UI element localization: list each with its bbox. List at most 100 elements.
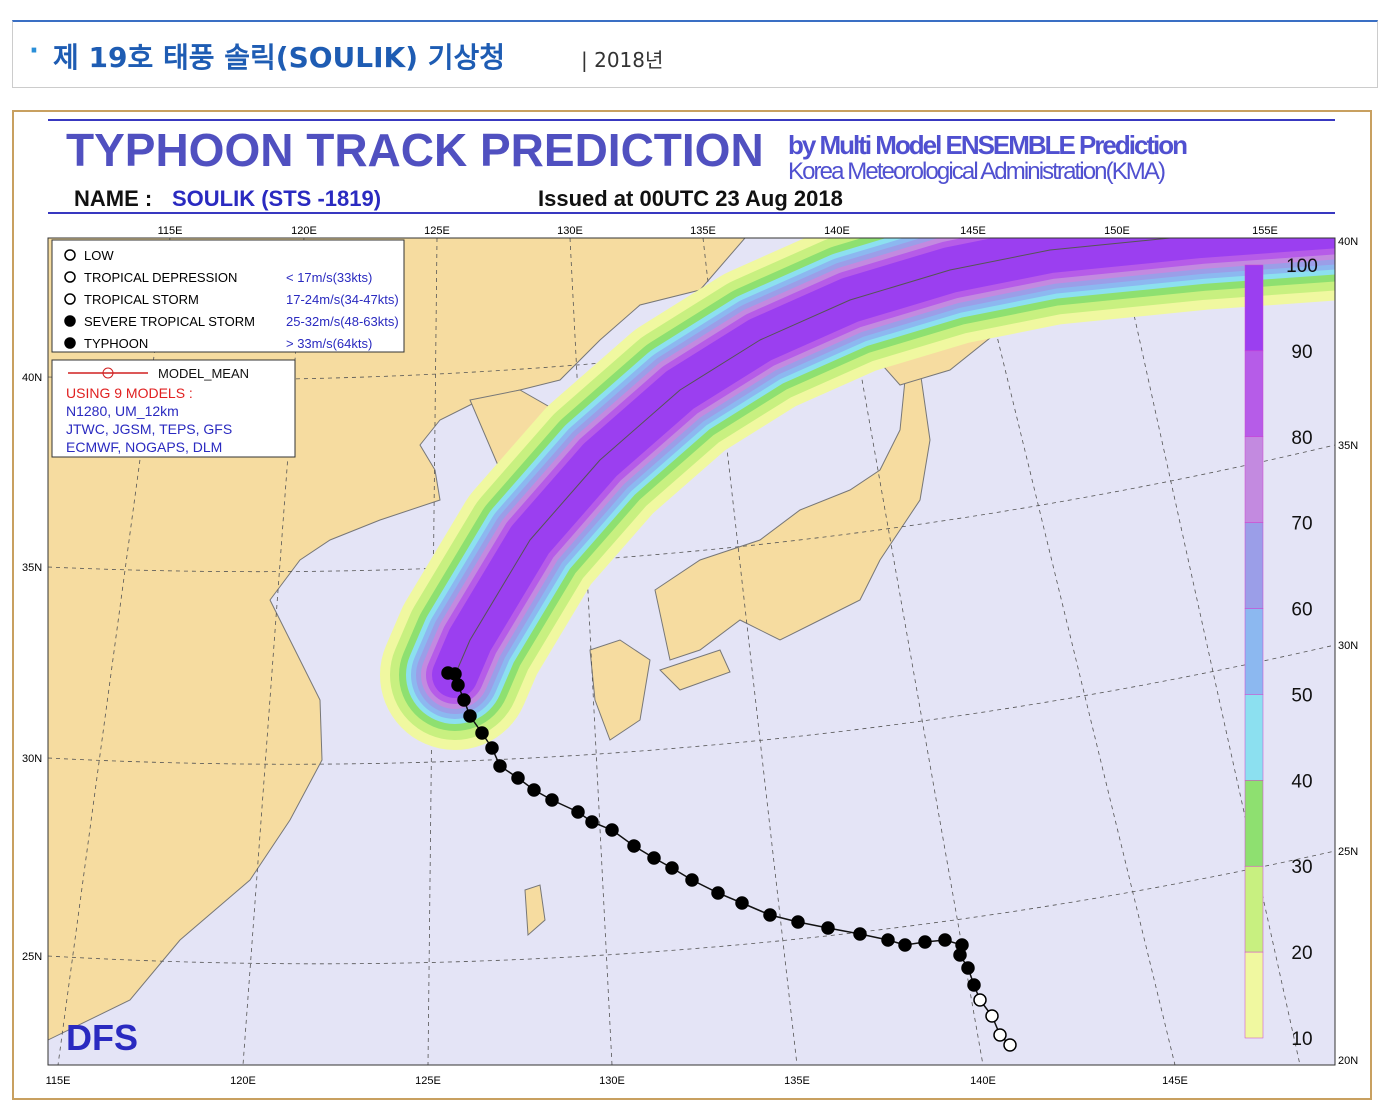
lon-label: 125E xyxy=(415,1075,441,1087)
track-point xyxy=(821,921,835,935)
colorbar-label: 40 xyxy=(1291,771,1312,792)
subtitle: Korea Meteorological Administration(KMA) xyxy=(788,158,1166,185)
track-point xyxy=(665,861,679,875)
colorbar-segment xyxy=(1244,865,1264,953)
track-point xyxy=(791,915,805,929)
colorbar-segment xyxy=(1244,608,1264,695)
lat-label: 40N xyxy=(1338,236,1358,248)
map-title: TYPHOON TRACK PREDICTION xyxy=(66,124,764,176)
meridian xyxy=(427,238,438,1065)
taiwan xyxy=(524,884,546,937)
meridian xyxy=(972,238,1176,1065)
track-point xyxy=(685,873,699,887)
year: | 2018년 xyxy=(581,48,664,72)
parallel xyxy=(48,444,1335,573)
colorbar-segment xyxy=(1244,522,1264,609)
lon-label: 120E xyxy=(291,225,317,237)
track-point xyxy=(457,693,471,707)
track-point xyxy=(993,1028,1007,1042)
map-border xyxy=(47,237,1336,1066)
lon-label: 115E xyxy=(158,225,183,237)
legend-speed: 17-24m/s(34-47kts) xyxy=(286,292,399,307)
lon-label: 145E xyxy=(960,225,986,237)
header: · 제 19호 태풍 솔릭(SOULIK) 기상청 | 2018년 xyxy=(12,20,1378,88)
lat-label: 30N xyxy=(1338,640,1358,652)
meridian xyxy=(1116,238,1301,1065)
colorbar: 100 90 80 70 60 50 40 30 20 10 xyxy=(1244,256,1318,1050)
kyushu xyxy=(589,639,651,741)
lon-label: 145E xyxy=(1162,1075,1188,1087)
track-point xyxy=(647,851,661,865)
track-point xyxy=(853,927,867,941)
models-heading: USING 9 MODELS : xyxy=(66,385,193,401)
subtitle: by Multi Model ENSEMBLE Prediction xyxy=(788,130,1188,160)
parallel xyxy=(48,644,1335,765)
track-point xyxy=(711,886,725,900)
track-point xyxy=(511,771,525,785)
track-point xyxy=(1003,1038,1017,1052)
track-point xyxy=(763,908,777,922)
colorbar-label: 10 xyxy=(1291,1029,1312,1050)
lon-label: 130E xyxy=(557,225,583,237)
lat-label: 25N xyxy=(22,951,42,963)
lat-label: 35N xyxy=(1338,440,1358,452)
name-label: NAME : xyxy=(74,186,152,211)
colorbar-segment xyxy=(1244,951,1264,1039)
lon-label: 115E xyxy=(46,1075,71,1087)
track-point xyxy=(961,961,975,975)
colorbar-label: 20 xyxy=(1291,943,1312,964)
name-value: SOULIK (STS -1819) xyxy=(172,186,381,211)
colorbar-segment xyxy=(1244,264,1264,352)
lon-label: 125E xyxy=(424,225,450,237)
colorbar-segment xyxy=(1244,780,1264,867)
track-point xyxy=(627,839,641,853)
legend-symbol xyxy=(64,271,76,283)
lon-label: 150E xyxy=(1104,225,1130,237)
legend-speed: 25-32m/s(48-63kts) xyxy=(286,314,399,329)
shikoku xyxy=(659,649,731,691)
legend-box xyxy=(51,239,405,353)
colorbar-label: 80 xyxy=(1291,428,1312,449)
track-point xyxy=(571,805,585,819)
lat-label: 35N xyxy=(22,562,42,574)
legend: LOW TROPICAL DEPRESSION < 17m/s(33kts) TROP… xyxy=(64,248,399,351)
colorbar-segment xyxy=(1244,436,1264,523)
probability-swath xyxy=(380,238,1335,750)
meridian xyxy=(569,238,613,1065)
track-point xyxy=(493,759,507,773)
title: 제 19호 태풍 솔릭(SOULIK) 기상청 xyxy=(53,41,506,74)
lon-label: 140E xyxy=(970,1075,996,1087)
track-point xyxy=(451,678,465,692)
lon-label: 130E xyxy=(599,1075,625,1087)
lon-label: 135E xyxy=(690,225,716,237)
legend-label: LOW xyxy=(84,248,114,263)
legend-label: TYPHOON xyxy=(84,336,148,351)
track-point xyxy=(881,933,895,947)
legend-speed: < 17m/s(33kts) xyxy=(286,270,372,285)
mean-label: MODEL_MEAN xyxy=(158,366,249,381)
model-box xyxy=(51,359,296,458)
legend-symbol xyxy=(64,337,76,349)
honshu xyxy=(654,369,931,661)
colorbar-segment xyxy=(1244,694,1264,781)
lat-label: 25N xyxy=(1338,846,1358,858)
lon-label: 135E xyxy=(784,1075,810,1087)
track-point xyxy=(955,938,969,952)
colorbar-segment xyxy=(1244,350,1264,438)
model-list: N1280, UM_12km xyxy=(66,403,179,419)
track-point xyxy=(735,896,749,910)
legend-label: TROPICAL STORM xyxy=(84,292,199,307)
lon-label: 155E xyxy=(1252,225,1278,237)
issued: Issued at 00UTC 23 Aug 2018 xyxy=(538,186,843,211)
model-list: JTWC, JGSM, TEPS, GFS xyxy=(66,421,232,437)
legend-speed: > 33m/s(64kts) xyxy=(286,336,372,351)
lat-label: 40N xyxy=(22,372,42,384)
track-point xyxy=(985,1009,999,1023)
colorbar-label: 90 xyxy=(1291,342,1312,363)
model-list: ECMWF, NOGAPS, DLM xyxy=(66,439,222,455)
legend-symbol xyxy=(64,293,76,305)
lon-label: 120E xyxy=(230,1075,256,1087)
legend-symbol xyxy=(64,315,76,327)
track-point xyxy=(527,783,541,797)
